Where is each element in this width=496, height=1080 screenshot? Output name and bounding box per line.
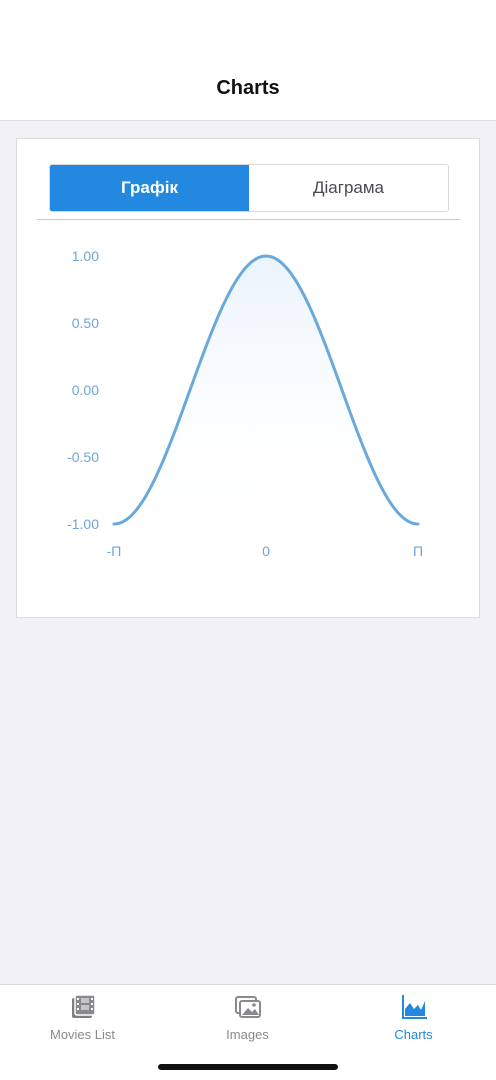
y-tick-label: -0.50 — [67, 449, 99, 465]
y-tick-label: 0.50 — [72, 315, 99, 331]
tab-label-movies-list: Movies List — [49, 1027, 116, 1042]
x-tick-label: 0 — [262, 543, 270, 559]
segment-graph[interactable]: Графік — [50, 165, 249, 211]
tab-images[interactable]: Images — [165, 993, 330, 1055]
x-tick-label: -П — [107, 543, 122, 559]
tab-movies-list[interactable]: Movies List — [0, 993, 165, 1055]
tab-label-charts: Charts — [394, 1027, 433, 1042]
tab-label-images: Images — [226, 1027, 269, 1042]
segmented-control: Графік Діаграма — [49, 164, 449, 212]
cosine-chart: 1.00 0.50 0.00 -0.50 -1.00 -П 0 П — [67, 248, 423, 559]
chart-card: Графік Діаграма 1.00 0.50 0.00 -0.50 -1.00 -… — [16, 138, 480, 618]
page-title: Charts — [216, 77, 280, 99]
tab-charts[interactable]: Charts — [331, 993, 496, 1055]
y-tick-label: 1.00 — [72, 248, 99, 264]
film-icon — [71, 994, 96, 1018]
segment-diagram[interactable]: Діаграма — [249, 165, 448, 211]
home-indicator — [158, 1064, 338, 1070]
photos-icon — [234, 996, 261, 1018]
y-tick-label: 0.00 — [72, 382, 99, 398]
series-area — [114, 256, 418, 524]
x-tick-label: П — [413, 543, 423, 559]
series-line — [112, 254, 420, 526]
navigation-bar: Charts — [0, 0, 496, 121]
divider — [37, 219, 461, 220]
y-tick-label: -1.00 — [67, 516, 99, 532]
area-chart-icon — [401, 995, 427, 1019]
